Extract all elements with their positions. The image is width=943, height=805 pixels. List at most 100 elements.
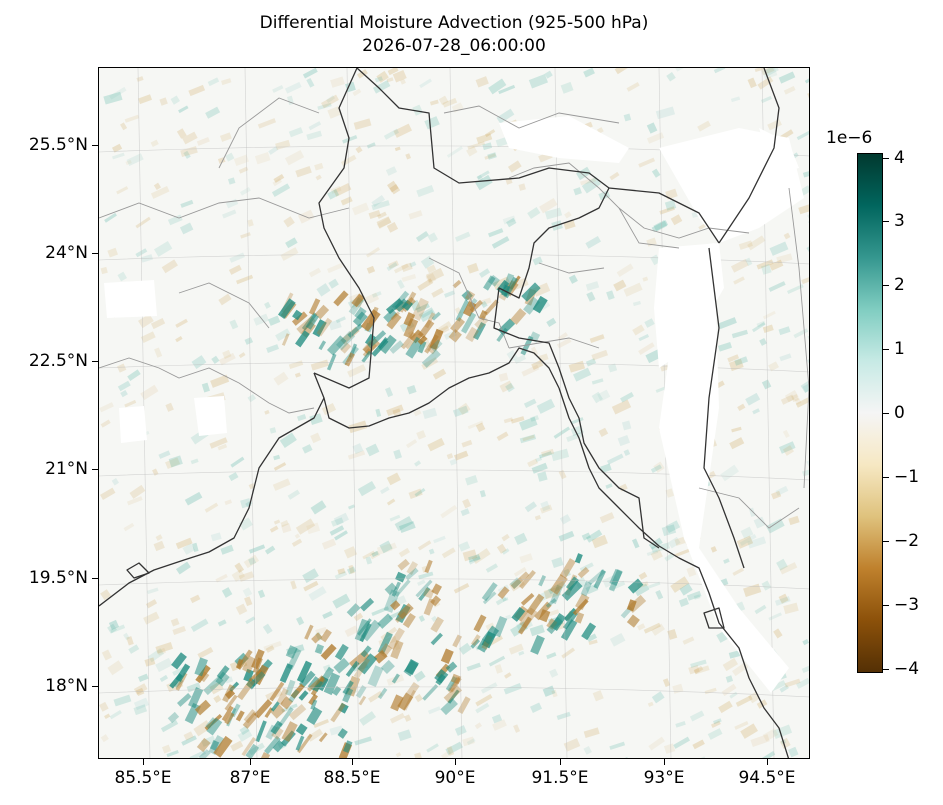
field-cell [674, 536, 686, 546]
field-streak [340, 342, 352, 354]
field-cell [776, 253, 793, 264]
field-streak [417, 319, 435, 339]
field-streak [418, 586, 431, 601]
state-borders [99, 97, 809, 529]
map-panel[interactable] [98, 67, 810, 759]
field-cell [796, 677, 809, 689]
field-cell [454, 450, 469, 461]
field-cell [351, 202, 370, 216]
field-streak [483, 275, 496, 291]
field-cell [243, 554, 260, 569]
field-streak [461, 289, 473, 302]
field-streak [417, 340, 427, 354]
field-streak [394, 579, 411, 597]
field-cell [123, 632, 130, 641]
field-cell [546, 652, 557, 660]
field-streak [449, 676, 462, 693]
field-cell [387, 180, 399, 193]
field-cell [638, 571, 648, 580]
field-cell [238, 352, 246, 359]
field-cell [467, 262, 479, 274]
field-cell [389, 712, 405, 724]
lon-label-93: 93°E [643, 768, 685, 788]
field-streak [405, 567, 419, 581]
field-streak [470, 638, 481, 649]
field-cell [474, 722, 483, 730]
field-streak [577, 566, 590, 579]
lat-label-19-5: 19.5°N [28, 568, 88, 588]
state-border-line [698, 487, 800, 529]
field-cell [197, 646, 214, 659]
field-cell [244, 596, 253, 607]
field-cell [321, 403, 337, 416]
field-streak [360, 309, 381, 332]
field-streak [394, 611, 407, 623]
field-cell [802, 169, 809, 178]
field-cell [348, 504, 356, 510]
field-cell [655, 589, 664, 600]
field-cell [713, 718, 722, 725]
field-streak [443, 685, 463, 703]
field-cell [268, 315, 281, 326]
field-cell [768, 281, 786, 292]
field-cell [348, 564, 355, 574]
field-cell [529, 624, 545, 637]
field-cell [165, 402, 174, 412]
field-cell [614, 68, 631, 75]
field-cell [591, 391, 603, 404]
field-cell [670, 214, 683, 226]
field-cell [661, 524, 677, 537]
field-cell [264, 301, 271, 309]
field-cell [475, 76, 489, 88]
field-cell [268, 146, 279, 155]
field-cell [544, 70, 553, 79]
field-cell [286, 644, 305, 656]
field-cell [291, 538, 303, 547]
field-streak [404, 659, 419, 676]
field-cell [623, 282, 643, 297]
field-cell [295, 165, 312, 178]
field-cell [355, 146, 363, 154]
field-cell [377, 211, 387, 219]
field-cell [740, 526, 754, 539]
field-cell [280, 520, 289, 528]
lon-label-88-5: 88.5°E [323, 768, 381, 788]
field-cell [759, 338, 767, 346]
masked-region [659, 128, 804, 243]
field-cell [488, 228, 504, 238]
field-cell [433, 535, 446, 544]
field-cell [665, 188, 678, 200]
lon-label-94-5: 94.5°E [738, 768, 796, 788]
field-cell [559, 514, 572, 525]
field-cell [798, 202, 809, 215]
field-cell [356, 69, 368, 79]
field-cell [229, 252, 245, 263]
field-cell [413, 670, 426, 682]
field-cell [366, 246, 381, 258]
field-cell [379, 540, 393, 554]
field-cell [710, 546, 717, 553]
field-cell [675, 68, 686, 72]
field-cell [646, 122, 658, 134]
field-streak [270, 704, 286, 719]
masked-region [194, 396, 227, 436]
field-cell [732, 567, 744, 576]
field-cell [592, 690, 604, 702]
field-streak [430, 595, 442, 607]
field-cell [368, 209, 381, 220]
field-cell [534, 514, 541, 521]
field-cell [754, 68, 765, 72]
field-cell [264, 545, 276, 555]
field-cell [484, 129, 496, 138]
field-cell [275, 328, 291, 342]
field-streak [316, 317, 333, 337]
field-cell [126, 153, 144, 167]
field-cell [791, 394, 799, 403]
field-cell [467, 141, 486, 150]
field-cell [631, 538, 640, 549]
field-streak [563, 607, 577, 622]
field-cell [563, 738, 581, 752]
field-cell [513, 354, 527, 364]
field-streak [538, 609, 551, 623]
field-cell [492, 276, 511, 290]
